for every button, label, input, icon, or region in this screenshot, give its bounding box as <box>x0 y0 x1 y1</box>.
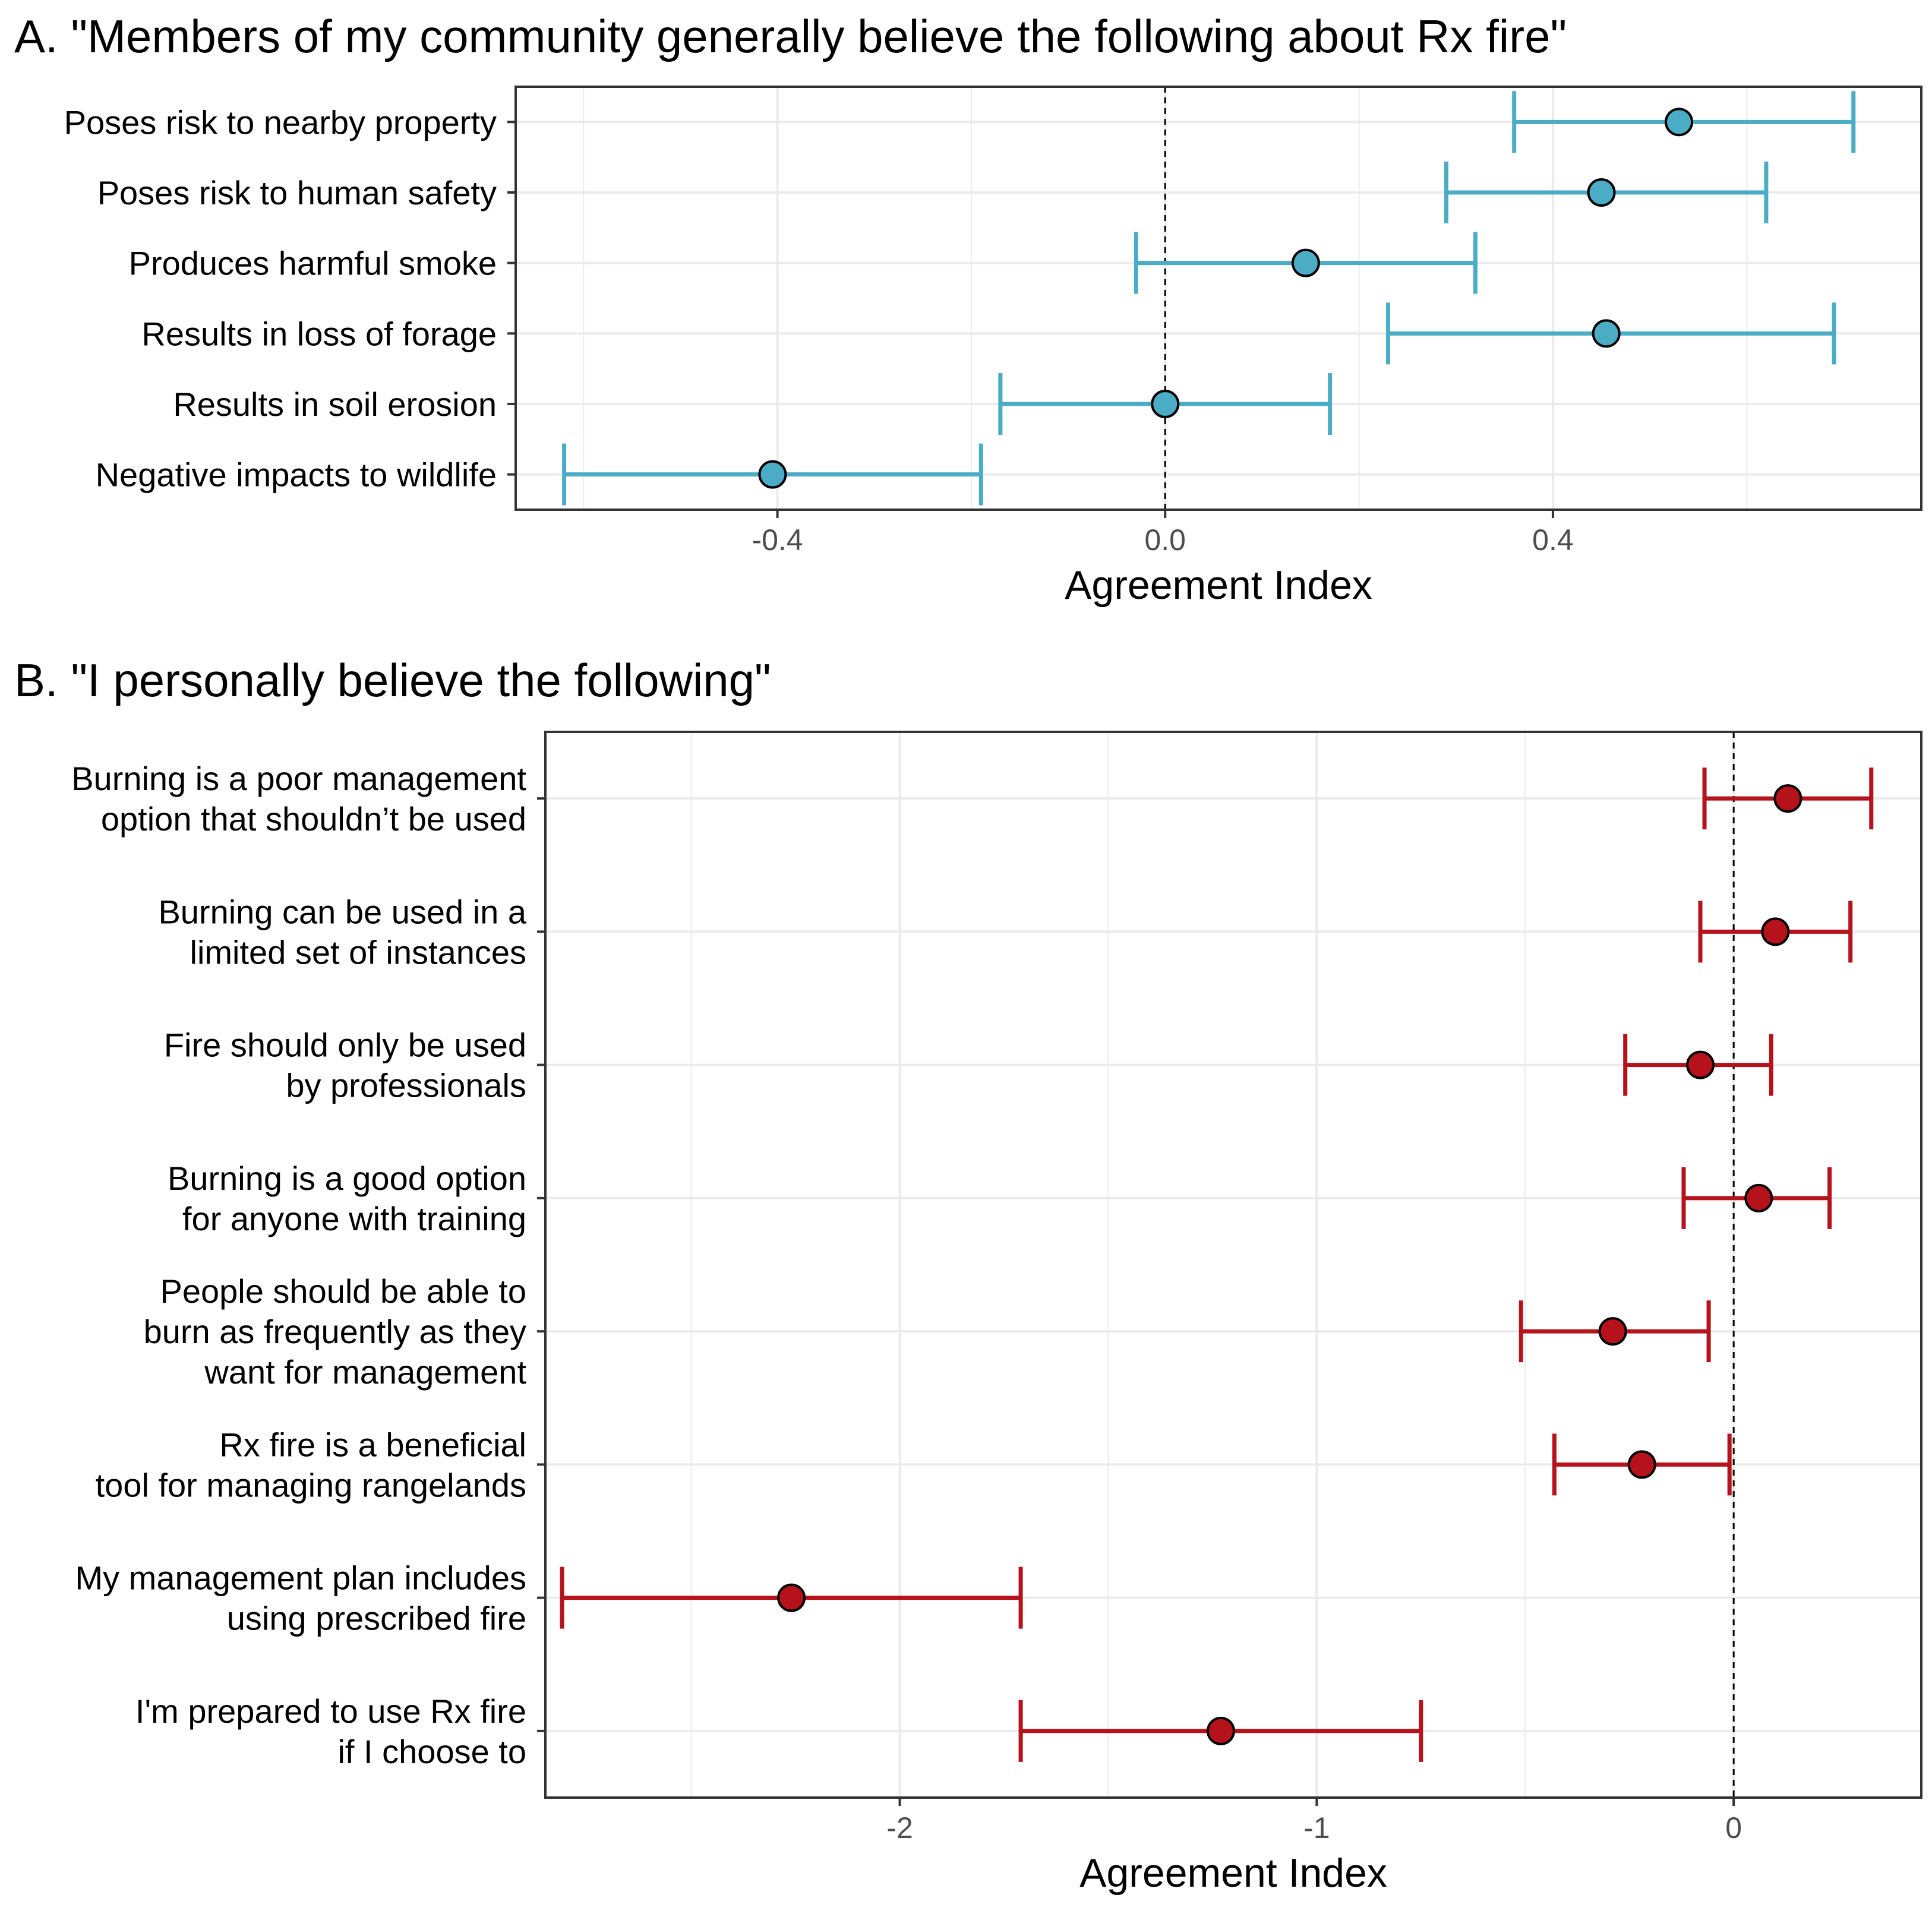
estimate-point <box>1761 917 1790 946</box>
estimate-point <box>758 460 787 489</box>
estimate-point <box>1598 1317 1627 1346</box>
panel-a: A. "Members of my community generally be… <box>14 10 1922 608</box>
y-tick-label-line: Burning is a poor management <box>71 760 526 797</box>
x-tick-label: 0.0 <box>1144 523 1186 557</box>
x-tick-label: 0.4 <box>1532 523 1574 557</box>
x-tick-label: 0 <box>1725 1811 1742 1845</box>
panel-a-x-axis-title: Agreement Index <box>1065 563 1372 608</box>
y-tick-label-line: tool for managing rangelands <box>96 1466 526 1504</box>
x-tick-label: -1 <box>1303 1811 1330 1845</box>
point-range-5 <box>1519 1300 1711 1363</box>
estimate-point <box>1627 1450 1656 1479</box>
panel-a-title: A. "Members of my community generally be… <box>14 10 1567 62</box>
panel-a-point-ranges <box>562 91 1856 506</box>
x-tick-label: -0.4 <box>752 523 803 557</box>
y-tick-label-line: Burning can be used in a <box>158 893 526 930</box>
y-tick-label-line: My management plan includes <box>75 1559 526 1597</box>
y-tick-label-line: burn as frequently as they <box>144 1313 526 1350</box>
estimate-point <box>1665 108 1694 137</box>
panel-a-y-axis: Poses risk to nearby property Poses risk … <box>64 103 516 494</box>
y-tick-label: Burning is a good option for anyone with … <box>168 1160 526 1237</box>
point-range-1 <box>1702 768 1874 830</box>
y-tick-label-line: Negative impacts to wildlife <box>96 456 497 494</box>
point-range-3 <box>1623 1034 1773 1096</box>
estimate-point <box>1206 1716 1235 1745</box>
y-tick-label: Fire should only be used by professionals <box>164 1027 526 1104</box>
panel-b: B. "I personally believe the following" … <box>14 654 1922 1896</box>
y-tick-label-line: Fire should only be used <box>164 1027 526 1064</box>
y-tick-label-line: I'm prepared to use Rx fire <box>135 1692 526 1730</box>
panel-b-x-axis: -2 -1 0 <box>886 1798 1742 1845</box>
y-tick-label-line: Results in soil erosion <box>173 386 497 423</box>
point-range-1 <box>1512 91 1856 153</box>
estimate-point <box>1686 1050 1715 1079</box>
panel-b-border <box>544 731 1922 1799</box>
estimate-point <box>1592 319 1621 348</box>
y-tick-label: I'm prepared to use Rx fire if I choose t… <box>135 1692 526 1770</box>
estimate-point <box>1151 390 1180 418</box>
point-range-8 <box>1018 1700 1423 1762</box>
y-tick-label-line: Poses risk to nearby property <box>64 103 497 141</box>
y-tick-label-line: limited set of instances <box>190 933 526 971</box>
y-tick-label: Poses risk to nearby property <box>64 103 497 141</box>
panel-b-title: B. "I personally believe the following" <box>14 654 771 706</box>
y-tick-label-line: People should be able to <box>160 1272 527 1310</box>
y-tick-label-line: Produces harmful smoke <box>129 245 497 282</box>
y-tick-label: Rx fire is a beneficial tool for managing… <box>96 1426 526 1504</box>
estimate-point <box>1773 784 1802 813</box>
y-tick-label: Poses risk to human safety <box>97 174 497 211</box>
estimate-point <box>1744 1183 1773 1212</box>
panel-a-x-axis: -0.4 0.0 0.4 <box>752 510 1574 557</box>
estimate-point <box>1587 178 1616 207</box>
y-tick-label: Burning is a poor management option that … <box>71 760 526 838</box>
point-range-4 <box>1386 302 1836 365</box>
y-tick-label-line: if I choose to <box>337 1733 526 1770</box>
y-tick-label: Results in soil erosion <box>173 386 497 423</box>
panel-b-y-axis: Burning is a poor management option that … <box>71 760 545 1770</box>
point-range-4 <box>1681 1167 1832 1229</box>
panel-b-x-axis-title: Agreement Index <box>1079 1850 1387 1896</box>
panel-a-border <box>514 86 1922 511</box>
point-range-6 <box>1552 1433 1732 1496</box>
y-tick-label: Produces harmful smoke <box>129 245 497 282</box>
panel-b-point-ranges <box>560 768 1874 1762</box>
y-tick-label-line: using prescribed fire <box>227 1600 526 1637</box>
point-range-2 <box>1444 162 1769 223</box>
y-tick-label-line: want for management <box>204 1353 526 1391</box>
y-tick-label-line: option that shouldn’t be used <box>101 800 526 838</box>
y-tick-label: My management plan includes using prescri… <box>75 1559 526 1637</box>
y-tick-label-line: by professionals <box>286 1067 526 1104</box>
y-tick-label-line: Results in loss of forage <box>141 315 497 352</box>
x-tick-label: -2 <box>886 1811 913 1845</box>
estimate-point <box>1291 248 1320 277</box>
y-tick-label-line: Poses risk to human safety <box>97 174 497 211</box>
point-range-3 <box>1134 232 1478 294</box>
y-tick-label: Negative impacts to wildlife <box>96 456 497 494</box>
y-tick-label-line: for anyone with training <box>182 1200 526 1237</box>
y-tick-label: Results in loss of forage <box>141 315 497 352</box>
y-tick-label-line: Rx fire is a beneficial <box>219 1426 526 1463</box>
point-range-6 <box>562 443 983 506</box>
point-range-5 <box>998 373 1333 435</box>
estimate-point <box>777 1583 806 1612</box>
point-range-7 <box>560 1567 1023 1629</box>
y-tick-label-line: Burning is a good option <box>168 1160 526 1197</box>
point-range-2 <box>1698 901 1853 963</box>
y-tick-label: Burning can be used in a limited set of i… <box>158 893 526 971</box>
y-tick-label: People should be able to burn as frequent… <box>144 1272 527 1391</box>
